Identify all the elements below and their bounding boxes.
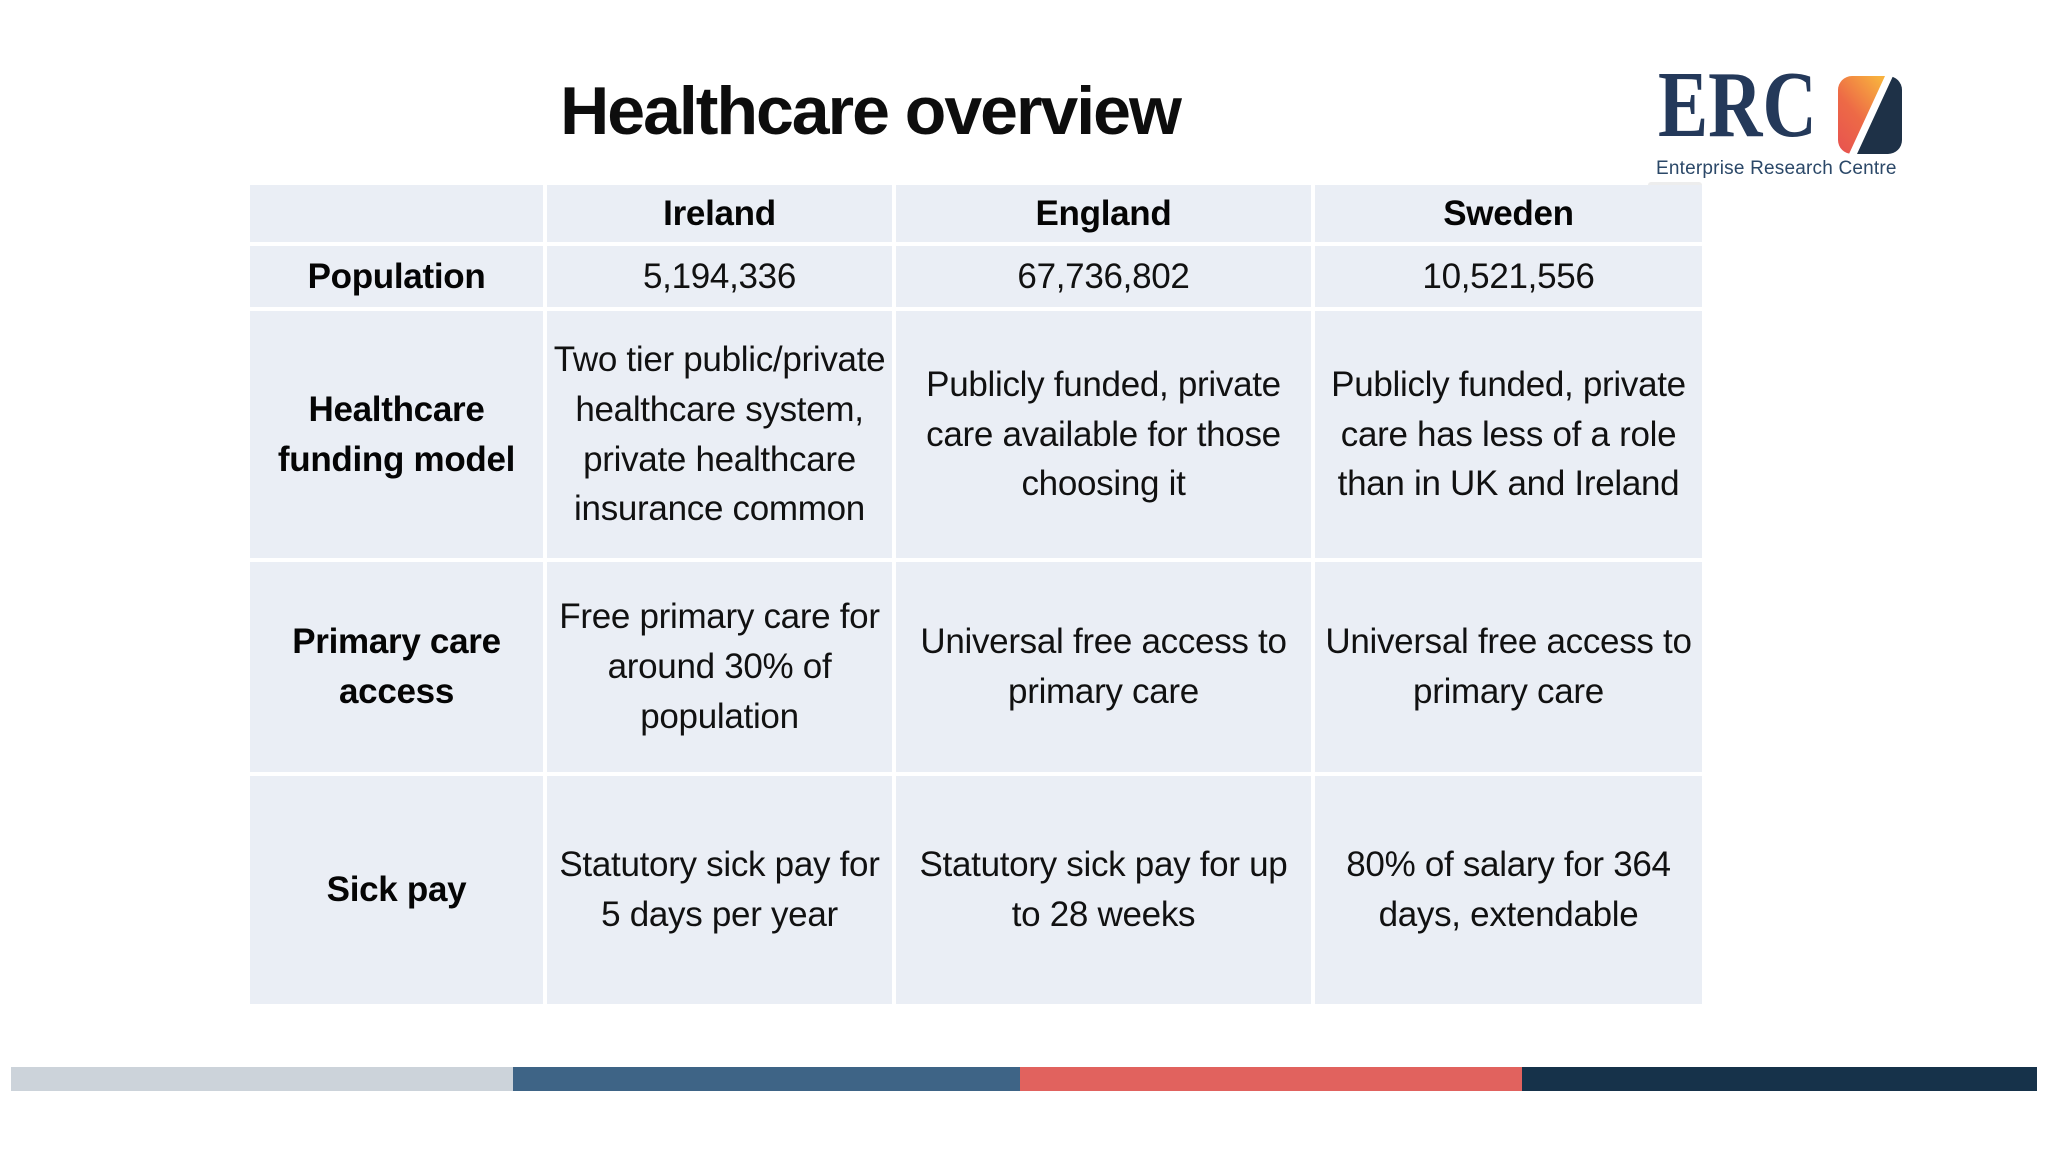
cell-primary-care-sweden: Universal free access to primary care [1315, 562, 1702, 772]
footer-accent-bar [11, 1067, 2037, 1091]
cell-population-england: 67,736,802 [896, 246, 1311, 307]
footer-segment-gray [11, 1067, 513, 1091]
cell-population-sweden: 10,521,556 [1315, 246, 1702, 307]
cell-sick-pay-ireland: Statutory sick pay for 5 days per year [547, 776, 892, 1004]
column-header-england: England [896, 185, 1311, 242]
column-header-sweden: Sweden [1315, 185, 1702, 242]
erc-subtitle: Enterprise Research Centre [1656, 158, 1897, 179]
erc-logo: ERC Enterprise Research Centre [1648, 58, 1920, 200]
footer-segment-red [1020, 1067, 1522, 1091]
cell-population-ireland: 5,194,336 [547, 246, 892, 307]
footer-segment-navy [1522, 1067, 2037, 1091]
erc-wordmark: ERC [1658, 53, 1817, 157]
cell-sick-pay-sweden: 80% of salary for 364 days, extendable [1315, 776, 1702, 1004]
erc-logo-icon [1838, 76, 1902, 154]
footer-segment-blue [513, 1067, 1020, 1091]
table-corner-cell [250, 185, 543, 242]
column-header-ireland: Ireland [547, 185, 892, 242]
row-label-funding-model: Healthcare funding model [250, 311, 543, 558]
slide-title: Healthcare overview [560, 73, 1182, 149]
comparison-table: Ireland England Sweden Population 5,194,… [250, 185, 1702, 1004]
cell-funding-sweden: Publicly funded, private care has less o… [1315, 311, 1702, 558]
row-label-sick-pay: Sick pay [250, 776, 543, 1004]
cell-sick-pay-england: Statutory sick pay for up to 28 weeks [896, 776, 1311, 1004]
row-label-primary-care: Primary care access [250, 562, 543, 772]
cell-funding-ireland: Two tier public/private healthcare syste… [547, 311, 892, 558]
cell-primary-care-england: Universal free access to primary care [896, 562, 1311, 772]
cell-primary-care-ireland: Free primary care for around 30% of popu… [547, 562, 892, 772]
cell-funding-england: Publicly funded, private care available … [896, 311, 1311, 558]
row-label-population: Population [250, 246, 543, 307]
